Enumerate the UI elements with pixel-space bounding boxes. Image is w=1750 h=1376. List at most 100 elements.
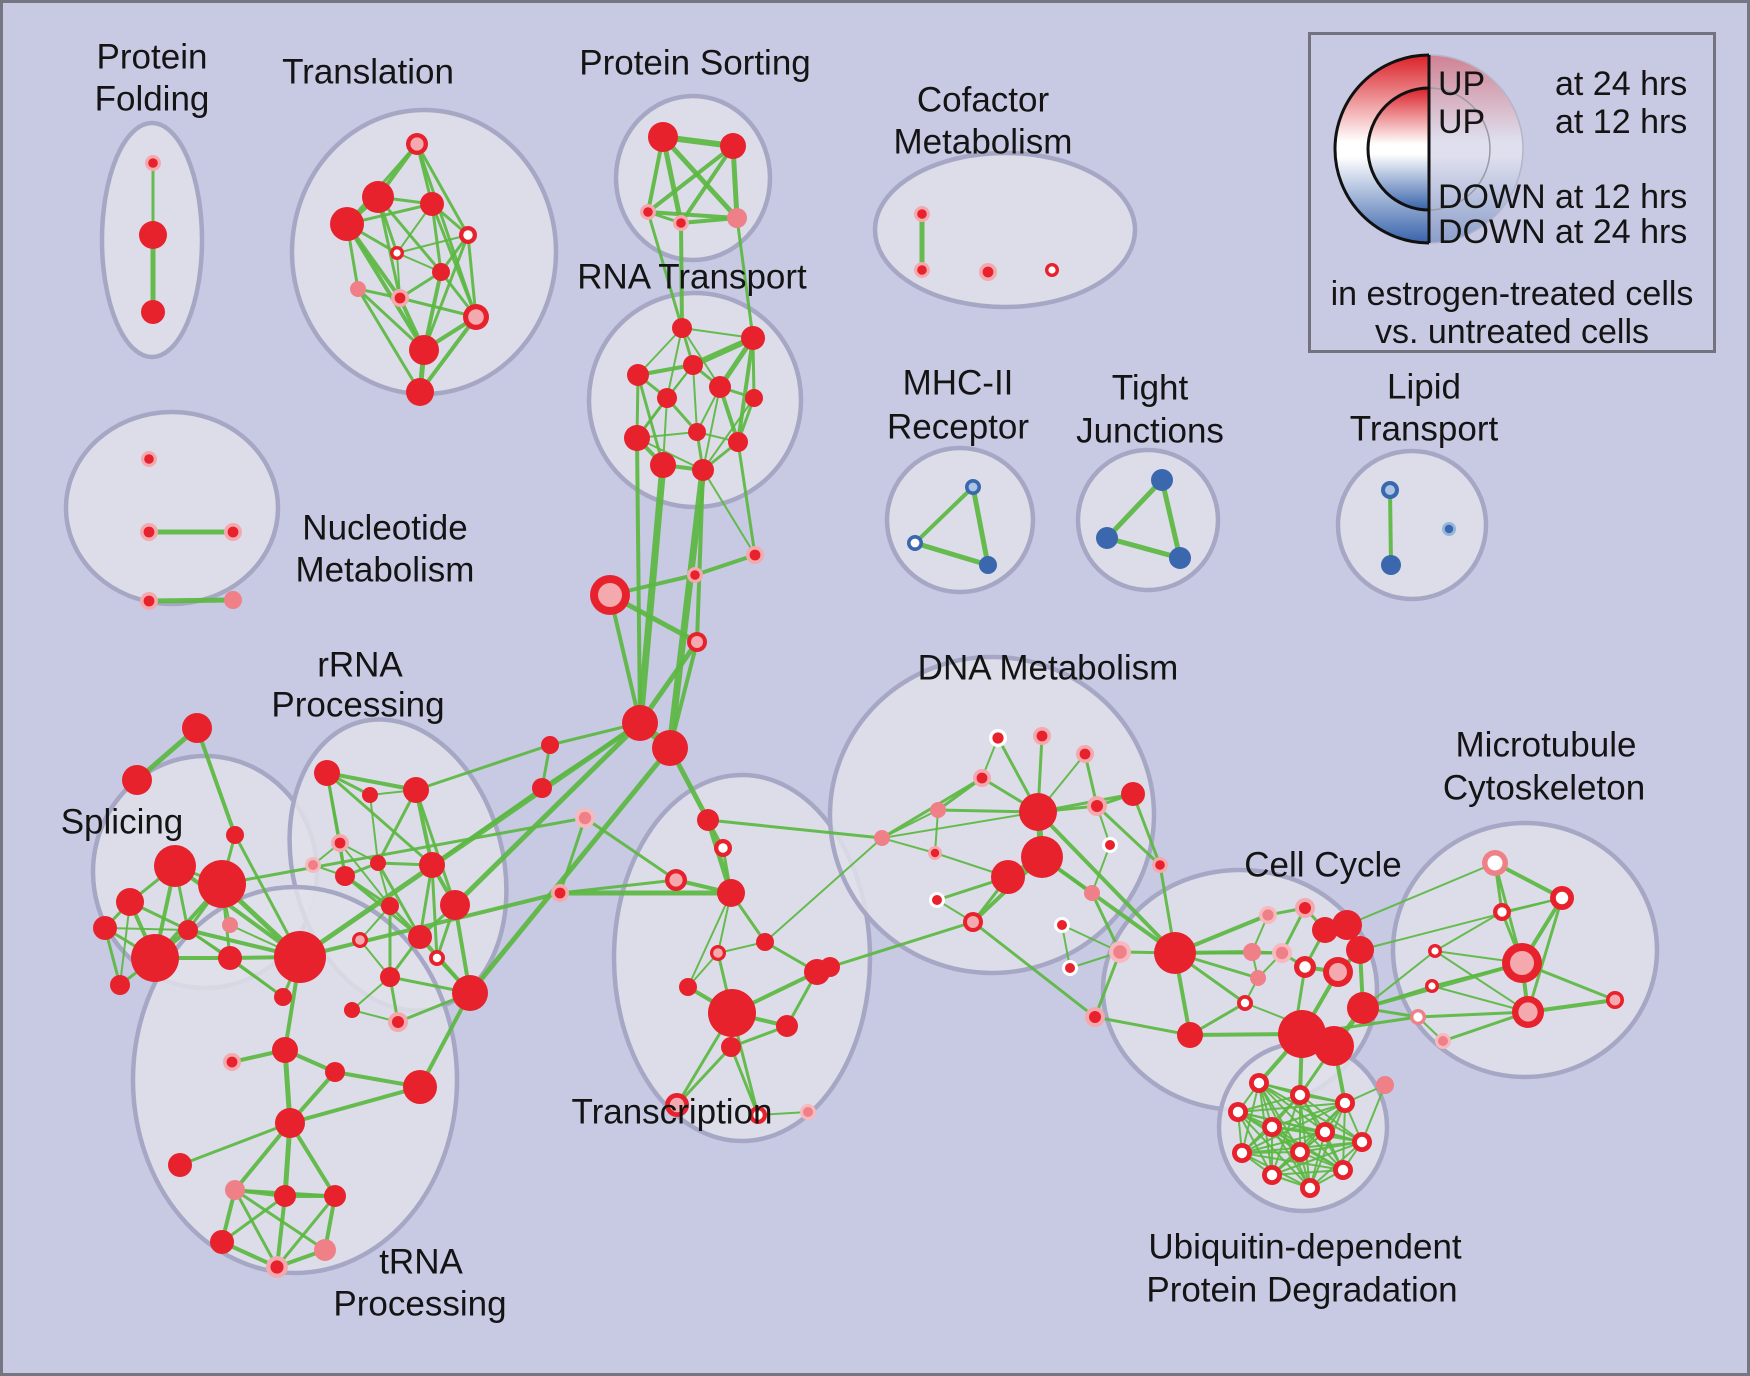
gene-node-nm [140,592,158,610]
edge [736,440,757,557]
gene-node-nm [141,451,157,467]
gene-node-dm [991,860,1025,894]
edge [735,216,755,340]
gene-node-tx [710,945,726,961]
gene-node-rt [624,425,650,451]
gene-node-cc [1272,943,1292,963]
gene-node-tr [390,246,404,260]
gene-node-dm [929,892,945,908]
gene-node-rt [672,318,692,338]
edge [288,1085,422,1125]
edge [1036,810,1177,955]
gene-node-ub [1228,1102,1248,1122]
edge [1299,1141,1363,1153]
gene-node-rr [344,1002,360,1018]
edge [558,878,678,895]
cluster-area-mh [884,445,1036,595]
gene-node-sp [222,917,238,933]
edge [679,144,735,225]
edge [178,1121,292,1167]
gene-node-sp [116,888,144,916]
edge [1104,477,1165,541]
gene-node-tj [1169,547,1191,569]
edge [356,287,422,394]
gene-node-mt [1435,1033,1451,1049]
edge [912,540,991,568]
gene-node-dm [1084,885,1100,901]
gene-node-mt [1482,850,1508,876]
gene-node-rt [692,459,714,481]
edge [220,1194,287,1244]
gene-node-tj [1096,527,1118,549]
gene-node-sp [218,946,242,970]
gene-node-ub [1290,1085,1310,1105]
gene-node-sp [110,975,130,995]
gene-node-tn [272,1037,298,1063]
cluster-label-tr: Translation [282,53,454,92]
edge [1131,792,1162,867]
edge [339,842,391,907]
gene-node-sp [131,934,179,982]
gene-node-rr [419,852,445,878]
edge [195,726,237,837]
cluster-label-mt: Cytoskeleton [1443,769,1645,808]
edge [692,364,698,433]
gene-node-rr [352,932,368,948]
cluster-label-pf: Folding [95,80,210,119]
edge [1104,535,1183,561]
edge [1416,1010,1530,1019]
gene-node-mt [1410,1009,1426,1025]
cluster-label-nm: Metabolism [296,551,475,590]
gene-node-ub [1249,1073,1269,1093]
cluster-label-sp: Splicing [61,803,184,842]
gene-node-rt [683,355,703,375]
gene-node-rr [305,857,321,873]
gene-node-cc [1312,917,1338,943]
legend-updown-glyph [1333,53,1524,245]
gene-node-dm [1076,745,1094,763]
gene-node-dm [1154,932,1196,974]
gene-node-tn [314,1239,336,1261]
nodes [93,122,1624,1278]
gene-node-hub [687,632,707,652]
gene-node-hub [687,567,703,583]
edge [1093,1015,1192,1037]
legend-note-line1: in estrogen-treated cells [1330,275,1694,313]
gene-node-rr [380,967,400,987]
edge [666,466,707,752]
edge [1526,896,1564,1014]
edge [881,811,1039,839]
cluster-label-cm: Metabolism [894,123,1073,162]
gene-node-rr [388,1012,408,1032]
gene-node-cc [1295,898,1315,918]
cluster-area-dm [827,654,1157,976]
gene-node-mt [1428,944,1442,958]
edge [466,233,478,319]
gene-node-cc [1243,943,1261,961]
legend-note: in estrogen-treated cells vs. untreated … [1311,275,1713,351]
gene-node-cc [1314,1026,1354,1066]
cluster-label-cm: Cofactor [917,81,1050,120]
gene-node-hub [652,730,688,766]
gene-node-tn [223,1053,241,1071]
gene-node-rr [452,975,488,1011]
edge [1237,1102,1346,1113]
cluster-label-tj: Junctions [1076,412,1224,451]
edge [970,484,991,568]
edge [971,920,1097,1019]
edge [635,436,642,725]
cluster-label-pf: Protein [97,38,208,77]
gene-node-lt [1381,481,1399,499]
gene-node-rt [741,326,765,350]
gene-node-rt [650,452,676,478]
edge [675,1045,733,1107]
gene-node-ps [648,122,678,152]
gene-node-mt [1493,903,1511,921]
gene-node-ub [1232,1143,1252,1163]
edge [608,593,642,725]
gene-node-tx [721,1037,741,1057]
gene-node-tx [756,933,774,951]
gene-node-cc [1323,957,1353,987]
edge [646,210,684,330]
edge [345,222,426,352]
